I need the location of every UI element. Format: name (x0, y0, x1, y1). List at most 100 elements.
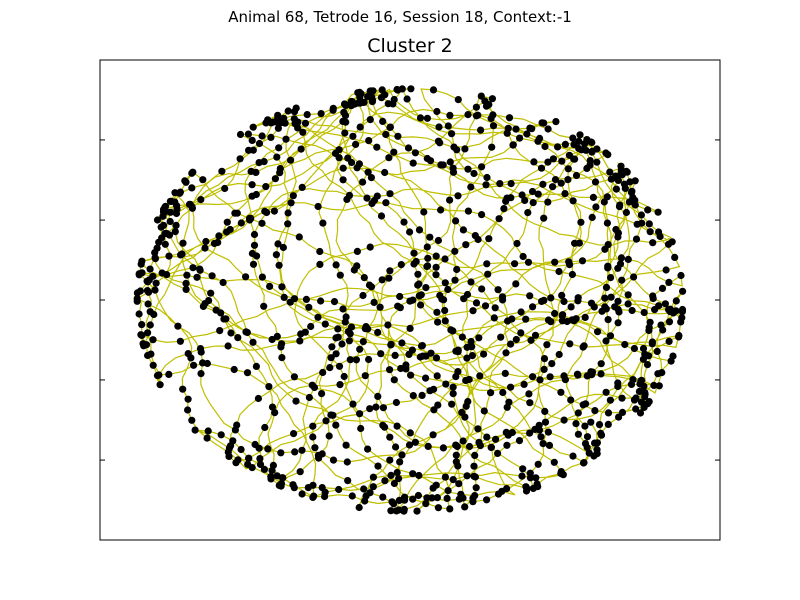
spike-point (474, 111, 482, 119)
spike-point (535, 421, 543, 429)
spike-point (149, 272, 157, 280)
spike-point (290, 373, 298, 381)
spike-point (309, 493, 317, 501)
spike-point (426, 233, 434, 241)
spike-point (547, 294, 555, 302)
spike-point (643, 361, 652, 369)
spike-point (423, 114, 431, 122)
spike-point (441, 306, 449, 315)
spike-point (472, 103, 480, 111)
spike-point (534, 137, 542, 145)
spike-point (353, 164, 361, 172)
spike-point (624, 300, 632, 308)
spike-point (133, 289, 141, 297)
spike-point (223, 218, 231, 226)
spike-point (406, 228, 414, 236)
spike-point (621, 340, 629, 349)
spike-point (188, 416, 196, 424)
spike-point (560, 297, 568, 306)
spike-point (396, 292, 404, 301)
spike-point (138, 257, 146, 265)
spike-point (467, 278, 475, 286)
spike-point (601, 294, 609, 302)
spike-point (319, 368, 327, 377)
spike-point (582, 400, 590, 408)
spike-point (468, 352, 476, 360)
spike-point (159, 205, 168, 214)
spike-point (478, 163, 486, 171)
spike-point (434, 318, 442, 326)
spike-point (467, 337, 475, 346)
spike-point (602, 337, 610, 345)
spike-point (487, 114, 495, 123)
spike-point (144, 300, 152, 308)
spike-point (305, 303, 313, 311)
spike-point (483, 173, 491, 182)
spike-point (189, 168, 197, 176)
spike-point (523, 130, 531, 138)
spike-point (417, 342, 426, 350)
spike-point (161, 229, 169, 238)
spike-point (595, 421, 604, 429)
spike-point (540, 214, 548, 222)
spike-point (248, 464, 256, 472)
spike-point (502, 197, 510, 205)
spike-point (433, 372, 441, 380)
spike-point (309, 481, 317, 489)
spike-point (156, 381, 164, 389)
spike-point (258, 273, 266, 281)
spike-point (314, 313, 322, 321)
spike-point (548, 360, 556, 368)
spike-point (551, 176, 560, 184)
spike-point (604, 151, 612, 159)
spike-point (225, 452, 233, 460)
spike-point (153, 216, 162, 224)
spike-point (357, 424, 365, 433)
spike-point (557, 179, 565, 187)
spike-point (455, 480, 463, 488)
spike-point (420, 208, 428, 216)
spike-point (307, 322, 315, 331)
spike-point (319, 219, 327, 227)
spike-point (318, 450, 326, 458)
spike-point (597, 360, 605, 368)
spike-point (546, 373, 554, 381)
spike-point (398, 339, 406, 347)
spike-point (491, 304, 499, 312)
spike-point (489, 122, 498, 130)
spike-point (504, 124, 512, 132)
spike-point (282, 135, 290, 143)
spike-point (645, 220, 653, 228)
spike-point (179, 239, 187, 247)
spike-point (564, 165, 572, 173)
spike-point (550, 458, 558, 466)
spike-point (568, 270, 577, 279)
spike-point (331, 149, 340, 157)
spike-point (569, 197, 577, 205)
spike-point (289, 192, 297, 200)
spike-point (541, 418, 550, 426)
spike-point (275, 144, 283, 152)
spike-point (597, 429, 605, 437)
spike-point (274, 124, 282, 132)
spike-point (528, 187, 537, 196)
spike-point (252, 362, 260, 370)
spike-point (571, 239, 579, 247)
spike-point (640, 308, 648, 317)
spike-point (359, 338, 367, 346)
spike-point (632, 405, 640, 413)
spike-point (395, 475, 403, 483)
spike-point (369, 483, 377, 491)
spike-point (616, 260, 625, 268)
spike-point (618, 276, 626, 284)
spike-point (341, 129, 349, 137)
spike-point (196, 265, 204, 273)
spike-point (566, 261, 574, 269)
spike-point (181, 177, 189, 185)
spike-point (639, 344, 648, 353)
spike-point (602, 305, 610, 313)
spike-point (349, 132, 357, 140)
spike-point (435, 123, 443, 131)
spike-point (342, 441, 350, 449)
spike-point (539, 180, 547, 188)
